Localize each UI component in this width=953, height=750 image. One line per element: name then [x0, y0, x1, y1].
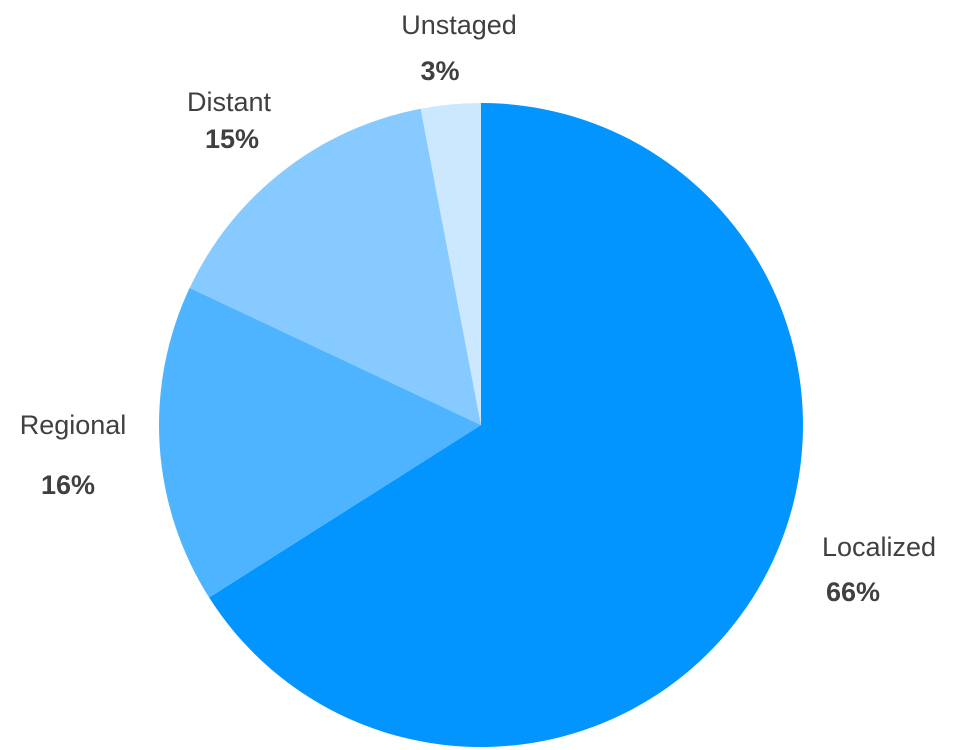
- slice-value-localized: 66%: [826, 577, 880, 607]
- pie-labels: Localized 66% Regional 16% Distant 15% Unstage…: [20, 10, 936, 607]
- slice-label-localized: Localized: [822, 532, 936, 562]
- pie-slice-unstaged: [420, 103, 481, 425]
- slice-label-unstaged: Unstaged: [401, 10, 517, 40]
- slice-label-distant: Distant: [187, 87, 272, 117]
- pie-slice-localized: [209, 103, 803, 747]
- slice-value-regional: 16%: [41, 470, 95, 500]
- pie-slice-regional: [158, 287, 481, 598]
- slice-value-distant: 15%: [205, 124, 259, 154]
- pie-slice-distant: [189, 108, 481, 426]
- pie-slices: [158, 103, 803, 747]
- slice-label-regional: Regional: [20, 410, 127, 440]
- slice-value-unstaged: 3%: [420, 56, 459, 86]
